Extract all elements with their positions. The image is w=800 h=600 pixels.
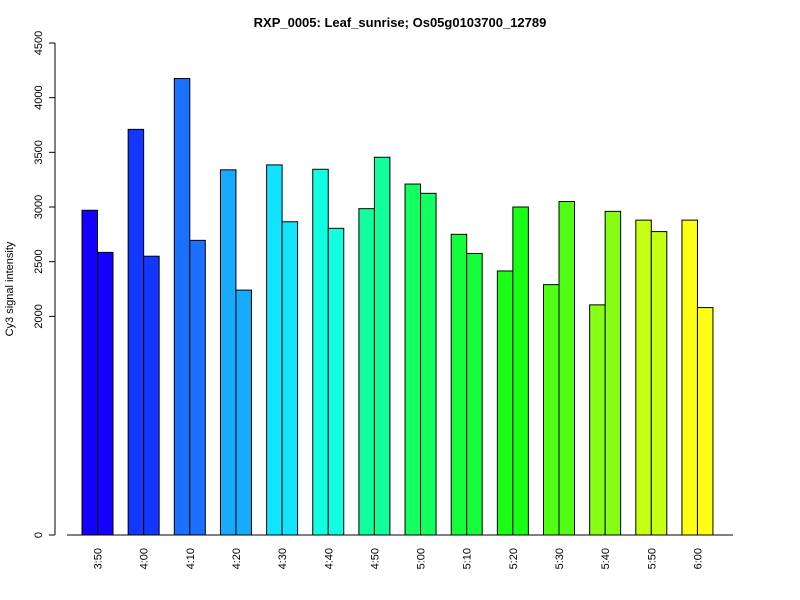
bar — [635, 219, 652, 536]
y-axis: 0 2000 2500 3000 3500 4000 4500 — [33, 31, 56, 538]
y-tick-label: 3500 — [33, 140, 45, 164]
y-axis-label: Cy3 signal intensity — [4, 241, 16, 336]
bar — [512, 206, 529, 536]
bar — [97, 251, 114, 536]
bar — [127, 128, 145, 536]
bar — [696, 307, 714, 536]
bar — [466, 252, 483, 536]
bar — [589, 304, 606, 536]
x-tick-label: 4:40 — [323, 548, 335, 569]
bar — [327, 227, 345, 536]
x-tick-label: 5:40 — [600, 548, 612, 569]
x-tick-label: 5:10 — [462, 548, 474, 569]
bar — [235, 289, 252, 536]
bar — [173, 78, 191, 536]
x-tick-label: 4:50 — [369, 548, 381, 569]
x-tick-label: 6:00 — [692, 548, 704, 569]
x-tick-label: 5:20 — [508, 548, 520, 569]
bars — [81, 78, 714, 536]
bar — [681, 219, 698, 536]
bar — [266, 164, 283, 536]
bar — [650, 231, 668, 536]
bar — [450, 233, 468, 536]
bar — [543, 284, 560, 536]
x-tick-label: 4:10 — [185, 548, 197, 569]
y-tick-label: 4500 — [33, 31, 45, 55]
bar — [189, 239, 206, 536]
bar — [496, 270, 514, 536]
bar — [281, 221, 299, 536]
x-tick-label: 4:00 — [139, 548, 151, 569]
y-tick-label: 4000 — [33, 85, 45, 109]
y-tick-label: 2500 — [33, 249, 45, 273]
bar — [219, 169, 237, 536]
bar — [404, 183, 422, 536]
x-axis: 3:50 4:00 4:10 4:20 4:30 4:40 4:50 5:00 5:10 5:20… — [67, 534, 733, 569]
bar — [143, 255, 160, 536]
x-tick-label: 4:30 — [277, 548, 289, 569]
bar — [420, 192, 437, 536]
y-tick-label: 2000 — [33, 304, 45, 328]
x-tick-label: 4:20 — [231, 548, 243, 569]
x-tick-label: 5:00 — [416, 548, 428, 569]
y-tick-label: 0 — [33, 532, 45, 538]
y-tick-label: 3000 — [33, 195, 45, 219]
x-tick-label: 3:50 — [93, 548, 105, 569]
bar — [604, 210, 622, 536]
bar — [312, 168, 329, 536]
bar — [373, 156, 391, 536]
chart-title: RXP_0005: Leaf_sunrise; Os05g0103700_127… — [254, 15, 547, 30]
bar — [358, 208, 375, 536]
bar — [558, 201, 575, 536]
x-tick-label: 5:30 — [554, 548, 566, 569]
x-tick-label: 5:50 — [646, 548, 658, 569]
bar — [81, 209, 98, 536]
